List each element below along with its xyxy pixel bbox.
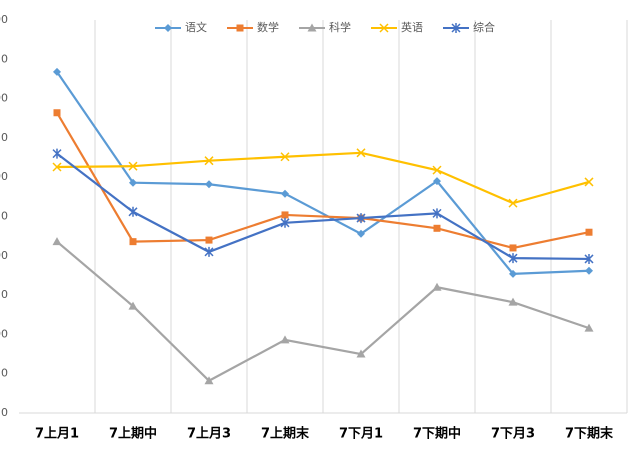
- marker: [508, 297, 518, 306]
- legend: 语文 数学 科学 英语 综合: [155, 20, 495, 34]
- series-line: [56, 151, 590, 205]
- marker: [508, 198, 518, 208]
- marker: [129, 238, 137, 246]
- legend-label: 语文: [185, 20, 207, 34]
- y-tick-label: 350: [0, 131, 8, 144]
- marker: [356, 349, 366, 358]
- series-line: [56, 240, 590, 383]
- marker: [509, 244, 517, 252]
- y-tick-label: 100: [0, 327, 8, 340]
- y-tick-label: 200: [0, 249, 8, 262]
- marker: [509, 269, 517, 278]
- y-tick-label: 450: [0, 52, 8, 65]
- marker: [52, 237, 62, 246]
- marker: [432, 165, 442, 175]
- marker: [128, 301, 138, 310]
- y-tick-label: 400: [0, 92, 8, 105]
- series-line: [56, 71, 590, 275]
- marker: [205, 180, 213, 189]
- marker: [356, 148, 366, 158]
- y-tick-label: 50: [0, 367, 8, 380]
- marker: [204, 246, 214, 257]
- marker: [585, 228, 593, 236]
- marker: [205, 236, 213, 244]
- marker: [432, 208, 442, 219]
- y-tick-label: 300: [0, 170, 8, 183]
- series-line: [56, 152, 590, 261]
- marker: [432, 282, 442, 291]
- y-tick-label: 150: [0, 288, 8, 301]
- legend-marker: [236, 24, 244, 32]
- marker: [281, 211, 289, 219]
- x-tick-label: 7下期末: [565, 426, 614, 442]
- legend-label: 科学: [329, 20, 351, 34]
- marker: [584, 253, 594, 264]
- x-tick-label: 7下月1: [339, 427, 383, 442]
- x-tick-label: 7下期中: [413, 426, 461, 442]
- legend-label: 英语: [401, 20, 423, 34]
- marker: [204, 156, 214, 166]
- x-tick-label: 7上月1: [35, 427, 79, 442]
- x-tick-label: 7下月3: [491, 427, 535, 442]
- marker: [508, 253, 518, 264]
- y-tick-label: 0: [1, 406, 8, 419]
- marker: [53, 67, 61, 76]
- legend-marker: [451, 23, 461, 33]
- marker: [584, 323, 594, 332]
- marker: [53, 109, 61, 117]
- marker: [280, 217, 290, 228]
- legend-marker: [164, 24, 172, 32]
- legend-label: 数学: [257, 20, 279, 34]
- marker: [357, 229, 365, 238]
- legend-label: 综合: [473, 20, 495, 34]
- marker: [52, 162, 62, 172]
- marker: [281, 189, 289, 198]
- marker: [128, 161, 138, 171]
- x-tick-label: 7上期末: [261, 426, 310, 442]
- x-tick-label: 7上期中: [109, 426, 157, 442]
- series-line: [56, 112, 590, 250]
- marker: [584, 177, 594, 187]
- legend-marker: [307, 23, 317, 32]
- marker: [52, 148, 62, 159]
- marker: [129, 178, 137, 187]
- x-tick-label: 7上月3: [187, 427, 231, 442]
- marker: [128, 206, 138, 217]
- marker: [433, 224, 441, 232]
- marker: [433, 177, 441, 186]
- legend-marker: [379, 23, 389, 33]
- marker: [280, 335, 290, 344]
- y-tick-label: 250: [0, 210, 8, 223]
- marker: [280, 152, 290, 162]
- marker: [356, 213, 366, 224]
- marker: [585, 266, 593, 275]
- marker: [204, 376, 214, 385]
- y-tick-label: 500: [0, 13, 8, 26]
